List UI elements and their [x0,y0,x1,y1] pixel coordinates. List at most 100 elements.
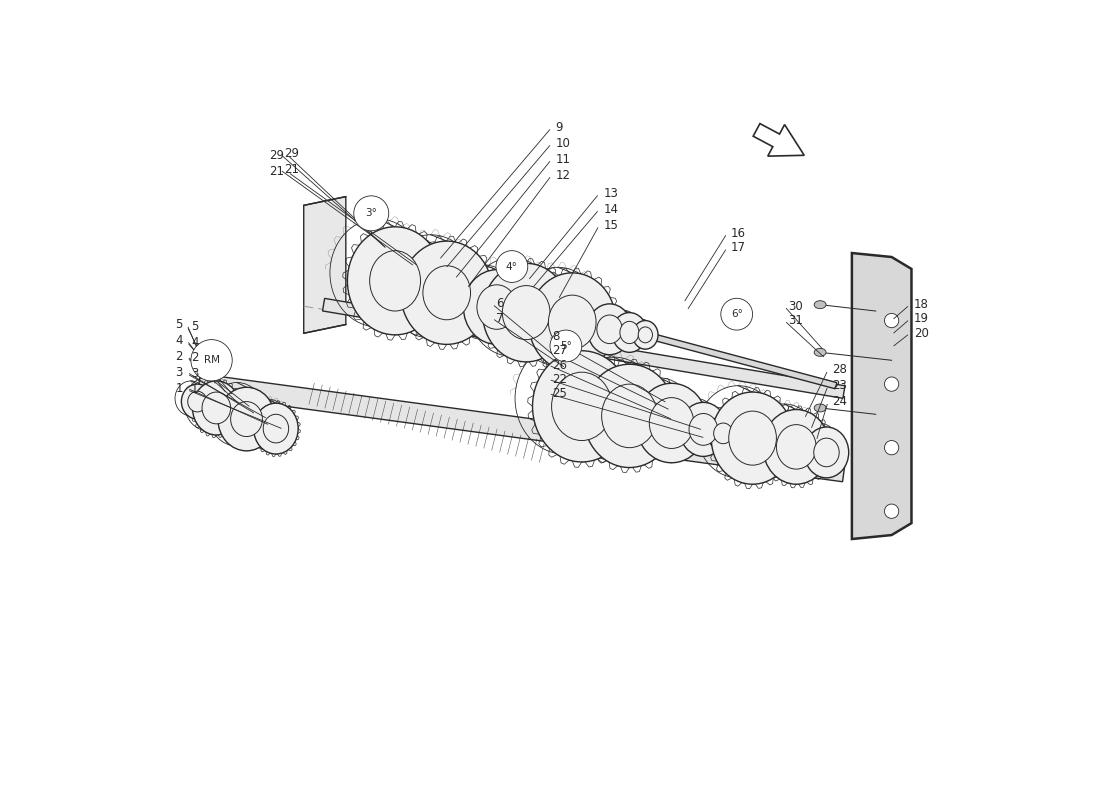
Ellipse shape [254,403,298,454]
Text: 25: 25 [552,387,568,400]
Ellipse shape [463,270,530,344]
Ellipse shape [728,411,777,465]
Ellipse shape [587,304,631,354]
Text: 9: 9 [556,121,563,134]
Ellipse shape [884,504,899,518]
Text: 11: 11 [556,153,571,166]
Ellipse shape [370,250,420,311]
Text: 16: 16 [732,226,746,240]
Text: 7: 7 [496,312,504,325]
Ellipse shape [689,414,717,446]
Text: RM: RM [204,355,220,366]
Text: 23: 23 [832,379,847,392]
Ellipse shape [422,266,471,320]
Ellipse shape [348,227,442,335]
Text: 4: 4 [176,334,183,347]
Ellipse shape [814,438,839,466]
Text: 10: 10 [556,137,571,150]
Text: 26: 26 [552,358,568,371]
Circle shape [496,250,528,282]
Ellipse shape [202,392,231,424]
Ellipse shape [814,348,826,356]
Ellipse shape [777,425,816,469]
Ellipse shape [707,416,739,451]
Text: 24: 24 [832,395,847,408]
Polygon shape [645,332,837,389]
Text: 6: 6 [496,298,504,310]
Ellipse shape [804,427,849,478]
Ellipse shape [483,263,570,362]
Ellipse shape [477,285,517,330]
Polygon shape [851,253,912,539]
Text: 28: 28 [832,363,847,376]
Text: 5°: 5° [560,341,572,351]
Polygon shape [754,123,804,156]
Text: 3: 3 [176,366,183,378]
Text: 20: 20 [914,326,928,340]
Text: 29: 29 [284,147,299,160]
Text: 6°: 6° [730,309,743,319]
Ellipse shape [649,398,694,449]
Text: 12: 12 [556,169,571,182]
Ellipse shape [400,241,493,344]
Ellipse shape [884,377,899,391]
Text: 21: 21 [284,163,299,176]
Circle shape [550,330,582,362]
Ellipse shape [231,402,263,437]
Text: 5: 5 [191,320,198,333]
Ellipse shape [638,327,652,342]
Text: 27: 27 [552,344,568,358]
Text: 14: 14 [603,203,618,216]
Circle shape [720,298,752,330]
Ellipse shape [263,414,288,443]
Text: 4°: 4° [506,262,518,271]
Text: 19: 19 [914,313,928,326]
Polygon shape [322,298,845,398]
Ellipse shape [714,423,733,444]
Ellipse shape [532,350,631,462]
Text: 18: 18 [914,298,928,311]
Text: 13: 13 [603,187,618,200]
Text: 4: 4 [191,335,198,349]
Ellipse shape [192,381,240,435]
Ellipse shape [620,322,639,343]
Ellipse shape [612,313,647,352]
Ellipse shape [632,321,658,349]
Ellipse shape [636,383,707,462]
Ellipse shape [884,314,899,328]
Text: 3°: 3° [365,208,377,218]
Text: 21: 21 [268,166,284,178]
Ellipse shape [680,402,727,457]
Ellipse shape [712,392,794,484]
Text: 22: 22 [552,373,568,386]
Ellipse shape [218,387,275,451]
Ellipse shape [182,384,213,419]
Circle shape [191,340,232,381]
Polygon shape [198,374,845,482]
Ellipse shape [602,384,658,448]
Text: 2: 2 [191,351,198,364]
Ellipse shape [529,273,616,371]
Text: 1: 1 [176,382,183,394]
Ellipse shape [188,391,207,412]
Text: 31: 31 [789,314,803,327]
Text: 3: 3 [191,367,198,380]
Ellipse shape [583,364,675,467]
Text: 2: 2 [176,350,183,363]
Text: 5: 5 [176,318,183,331]
Ellipse shape [551,372,612,441]
Text: 30: 30 [789,300,803,313]
Text: 1: 1 [191,383,198,396]
Ellipse shape [549,295,596,349]
Ellipse shape [884,441,899,455]
Ellipse shape [814,301,826,309]
Ellipse shape [763,410,829,484]
Ellipse shape [814,404,826,412]
Text: 29: 29 [268,149,284,162]
Ellipse shape [503,286,550,340]
Polygon shape [304,197,345,334]
Text: 15: 15 [603,218,618,232]
Text: 8: 8 [552,330,560,343]
Text: 17: 17 [732,241,746,254]
Circle shape [354,196,388,230]
